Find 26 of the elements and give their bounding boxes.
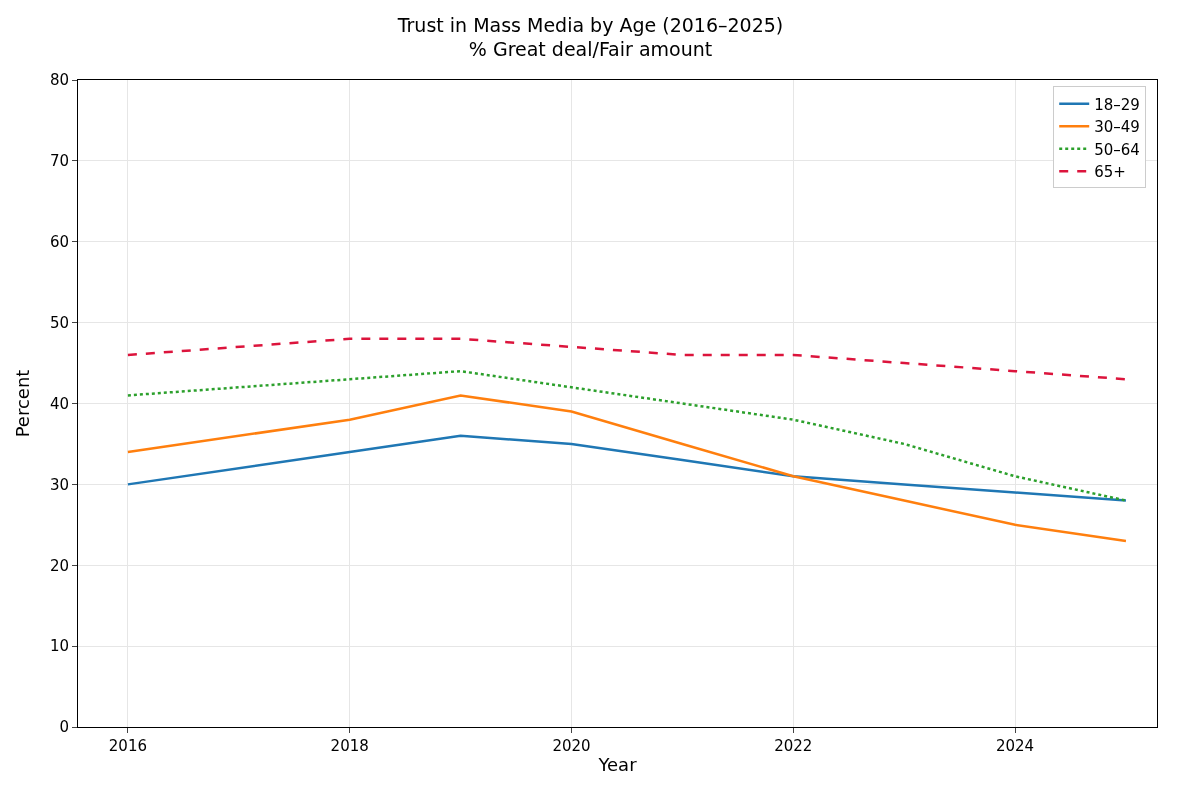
legend-label: 30–49: [1094, 118, 1140, 137]
legend-label: 50–64: [1094, 140, 1140, 159]
x-tick-label: 2024: [995, 737, 1035, 755]
y-tick-label: 80: [49, 71, 69, 90]
y-tick-label: 40: [49, 394, 69, 413]
legend-label: 65+: [1094, 163, 1126, 182]
x-tick-label: 2016: [108, 737, 147, 755]
x-axis-title: Year: [597, 754, 638, 776]
x-tick-label: 2020: [552, 737, 591, 755]
y-tick-label: 10: [49, 637, 69, 656]
legend-label: 18–29: [1094, 95, 1140, 114]
y-tick-label: 0: [59, 718, 69, 737]
line-series: [126, 394, 1128, 543]
y-tick-label: 20: [49, 556, 69, 575]
y-tick-label: 50: [49, 313, 69, 332]
y-tick-label: 30: [49, 475, 69, 494]
line-series: [126, 337, 1128, 381]
chart-title: Trust in Mass Media by Age (2016–2025): [396, 13, 784, 36]
chart-subtitle: % Great deal/Fair amount: [468, 38, 713, 61]
y-axis-title: Percent: [12, 369, 34, 438]
line-series: [126, 434, 1128, 502]
line-series: [126, 369, 1128, 502]
x-tick-label: 2022: [774, 737, 813, 755]
y-tick-label: 60: [49, 233, 69, 251]
x-tick-label: 2018: [330, 737, 369, 755]
y-tick-label: 70: [49, 152, 69, 171]
